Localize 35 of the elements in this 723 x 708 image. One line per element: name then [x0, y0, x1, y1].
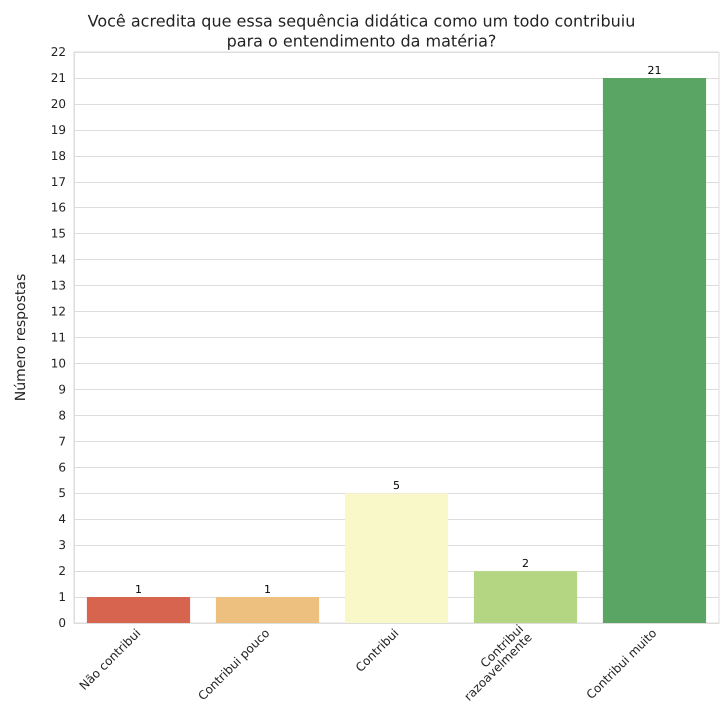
y-tick-label: 20 [50, 96, 66, 111]
y-tick-label: 19 [50, 122, 66, 137]
y-tick-label: 22 [50, 45, 66, 59]
data-label: 21 [648, 64, 662, 77]
y-tick-label: 5 [58, 486, 66, 500]
bar [602, 78, 706, 623]
chart-title: Você acredita que essa sequência didática como um todo contribuiu para o entendimento da matéria? [88, 12, 636, 50]
y-tick-label: 11 [50, 330, 66, 344]
y-tick-label: 0 [58, 616, 66, 630]
y-tick-label: 18 [50, 148, 66, 163]
bar [86, 597, 190, 623]
bar [344, 493, 448, 623]
y-tick-label: 3 [58, 538, 66, 552]
y-tick-label: 10 [50, 356, 66, 370]
y-axis-title: Número respostas [13, 274, 29, 402]
y-tick-label: 16 [50, 200, 66, 215]
y-tick-label: 8 [58, 408, 66, 422]
data-label: 2 [522, 557, 529, 570]
y-tick-label: 6 [58, 460, 66, 474]
y-tick-label: 2 [58, 564, 66, 578]
y-tick-label: 14 [50, 252, 66, 267]
y-tick-label: 1 [58, 590, 66, 604]
bar [216, 597, 320, 623]
y-tick-label: 9 [58, 382, 66, 396]
data-label: 5 [393, 479, 400, 492]
y-tick-label: 12 [50, 304, 66, 319]
data-label: 1 [135, 583, 142, 596]
y-tick-label: 15 [50, 226, 66, 241]
bar [474, 571, 578, 623]
data-label: 1 [264, 583, 271, 596]
y-tick-label: 21 [50, 70, 66, 85]
y-tick-label: 17 [50, 174, 66, 189]
y-tick-label: 7 [58, 434, 66, 448]
y-tick-label: 13 [50, 278, 66, 293]
y-tick-label: 4 [58, 512, 66, 526]
